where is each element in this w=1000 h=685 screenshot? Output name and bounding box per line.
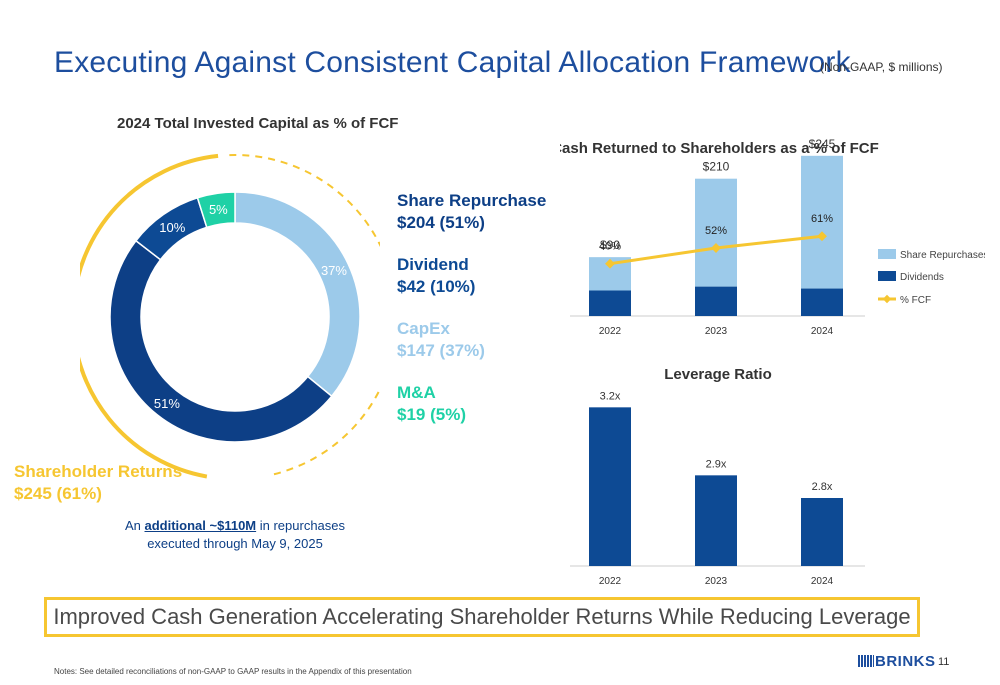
donut-slice-ma <box>196 191 236 229</box>
legend-capex-value: $147 (37%) <box>397 341 485 360</box>
x-tick-2024: 2024 <box>811 326 834 337</box>
reinvestment-dashed-arc <box>229 154 380 477</box>
legend-marker-fcf <box>882 294 892 304</box>
x-tick-2023: 2023 <box>705 326 728 337</box>
leverage-x-tick-2022: 2022 <box>599 576 622 587</box>
legend-label-dividends: Dividends <box>900 272 944 283</box>
legend-dividend-name: Dividend <box>397 255 469 274</box>
fcf-point-2024 <box>817 231 827 242</box>
legend-dividend: Dividend $42 (10%) <box>397 254 475 298</box>
logo-bars-icon <box>858 655 874 667</box>
legend-dividend-value: $42 (10%) <box>397 277 476 296</box>
shareholder-returns-title: Shareholder Returns <box>14 462 183 481</box>
fcf-label-2024: 61% <box>811 213 833 225</box>
x-tick-2022: 2022 <box>599 326 622 337</box>
leverage-title: Leverage Ratio <box>664 366 772 383</box>
total-label-2024: $245 <box>809 137 836 151</box>
page-title: Executing Against Consistent Capital All… <box>54 46 851 79</box>
bar-repurchases-2024 <box>801 155 843 289</box>
fcf-label-2022: 40% <box>599 241 621 253</box>
leverage-x-tick-2023: 2023 <box>705 576 728 587</box>
bar-dividends-2022 <box>589 290 631 316</box>
page-number: 11 <box>938 656 950 668</box>
bar-dividends-2023 <box>695 286 737 316</box>
donut-label-ma: 5% <box>209 202 228 217</box>
shareholder-returns-value: $245 (61%) <box>14 484 102 503</box>
legend-ma: M&A $19 (5%) <box>397 382 466 426</box>
leverage-label-2023: 2.9x <box>706 458 727 470</box>
legend-swatch-repurchases <box>878 249 896 259</box>
legend-share-repurchase-name: Share Repurchase <box>397 191 547 210</box>
note-highlight: additional ~$110M <box>144 518 257 533</box>
bar-repurchases-2023 <box>695 178 737 287</box>
shareholder-returns-label: Shareholder Returns $245 (61%) <box>14 461 182 505</box>
footnote: Notes: See detailed reconciliations of n… <box>54 667 412 676</box>
leverage-x-tick-2024: 2024 <box>811 576 834 587</box>
donut-chart: 37% 51% 10% 5% <box>80 153 380 479</box>
fcf-point-2022 <box>605 258 615 269</box>
legend-label-fcf: % FCF <box>900 295 931 306</box>
legend-capex-name: CapEx <box>397 319 450 338</box>
legend-capex: CapEx $147 (37%) <box>397 318 485 362</box>
leverage-label-2022: 3.2x <box>600 390 621 402</box>
summary-banner: Improved Cash Generation Accelerating Sh… <box>44 597 920 637</box>
donut-label-share-repurchase: 51% <box>154 396 180 411</box>
leverage-bar-2022 <box>589 407 631 566</box>
leverage-bar-2024 <box>801 498 843 566</box>
legend-share-repurchase-value: $204 (51%) <box>397 213 485 232</box>
fcf-point-2023 <box>711 243 721 253</box>
donut-label-dividend: 10% <box>159 220 185 235</box>
cash-returned-chart: Cash Returned to Shareholders as a % of … <box>560 137 985 337</box>
total-label-2023: $210 <box>703 160 730 174</box>
bar-dividends-2024 <box>801 288 843 316</box>
legend-ma-name: M&A <box>397 383 436 402</box>
leverage-ratio-chart: Leverage Ratio 3.2x 2022 2.9x 2023 2.8x 2024 <box>570 366 865 587</box>
note-suffix: in repurchases executed through May 9, 2… <box>147 518 346 551</box>
total-label-2022: $90 <box>600 238 620 252</box>
units-note: (Non-GAAP, $ millions) <box>820 60 943 74</box>
donut-slice-capex <box>234 191 361 398</box>
donut-slice-share-repurchase <box>109 239 333 443</box>
note-prefix: An <box>124 518 145 533</box>
leverage-label-2024: 2.8x <box>812 481 833 493</box>
donut-label-capex: 37% <box>321 263 347 278</box>
brinks-logo: BRINKS <box>858 653 936 670</box>
legend-label-repurchases: Share Repurchases <box>900 250 985 261</box>
fcf-label-2023: 52% <box>705 225 727 237</box>
legend-share-repurchase: Share Repurchase $204 (51%) <box>397 190 546 234</box>
leverage-bar-2023 <box>695 475 737 566</box>
cash-returned-title: Cash Returned to Shareholders as a % of … <box>560 140 879 157</box>
repurchase-note: An additional ~$110M in repurchases exec… <box>100 517 370 553</box>
donut-chart-title: 2024 Total Invested Capital as % of FCF <box>117 115 399 132</box>
logo-text: BRINKS <box>875 653 936 670</box>
legend-ma-value: $19 (5%) <box>397 405 466 424</box>
legend-swatch-dividends <box>878 271 896 281</box>
shareholder-returns-arc <box>80 153 219 479</box>
